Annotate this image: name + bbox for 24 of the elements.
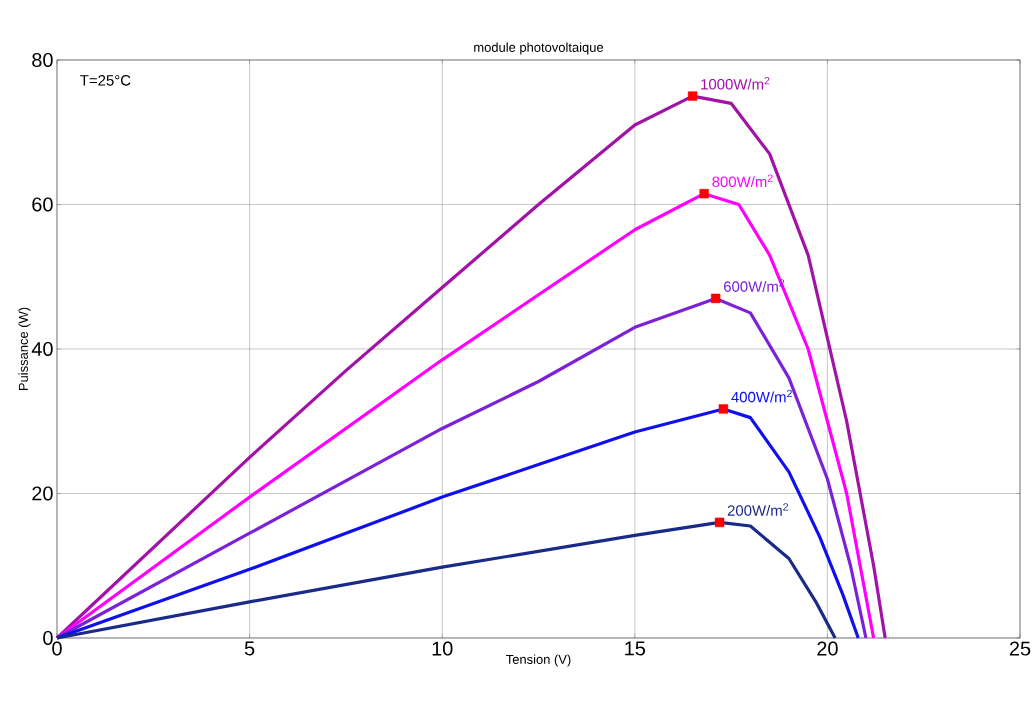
x-tick-label: 5	[244, 641, 255, 656]
y-tick-label: 60	[32, 197, 53, 212]
y-axis-title: Puissance (W)	[18, 307, 31, 391]
x-axis-title: Tension (V)	[506, 654, 571, 667]
series-label: 800W/m$^{2}$	[712, 174, 773, 188]
x-tick-label: 20	[817, 641, 838, 656]
point	[687, 91, 698, 101]
point	[711, 293, 721, 304]
chart-title: module photovoltaique	[474, 42, 604, 55]
x-tick-label: 25	[1009, 641, 1031, 656]
point	[699, 188, 709, 199]
annotation: T=25°C	[80, 75, 131, 86]
y-tick-label: 40	[31, 341, 53, 357]
y-tick-label: 0	[43, 630, 53, 646]
series-label: 600W/m$^{2}$	[723, 279, 785, 292]
x-tick-label: 10	[432, 641, 453, 656]
series-label: 200W/m$^{2}$	[727, 503, 788, 516]
x-tick-label: 15	[625, 641, 646, 656]
series-label: 400W/m$^{2}$	[731, 389, 792, 403]
series-label: 1000W/m$^{2}$	[701, 76, 770, 90]
point	[718, 404, 729, 414]
point	[714, 517, 725, 528]
y-tick-label: 80	[32, 52, 53, 68]
y-tick-label: 20	[32, 486, 53, 501]
